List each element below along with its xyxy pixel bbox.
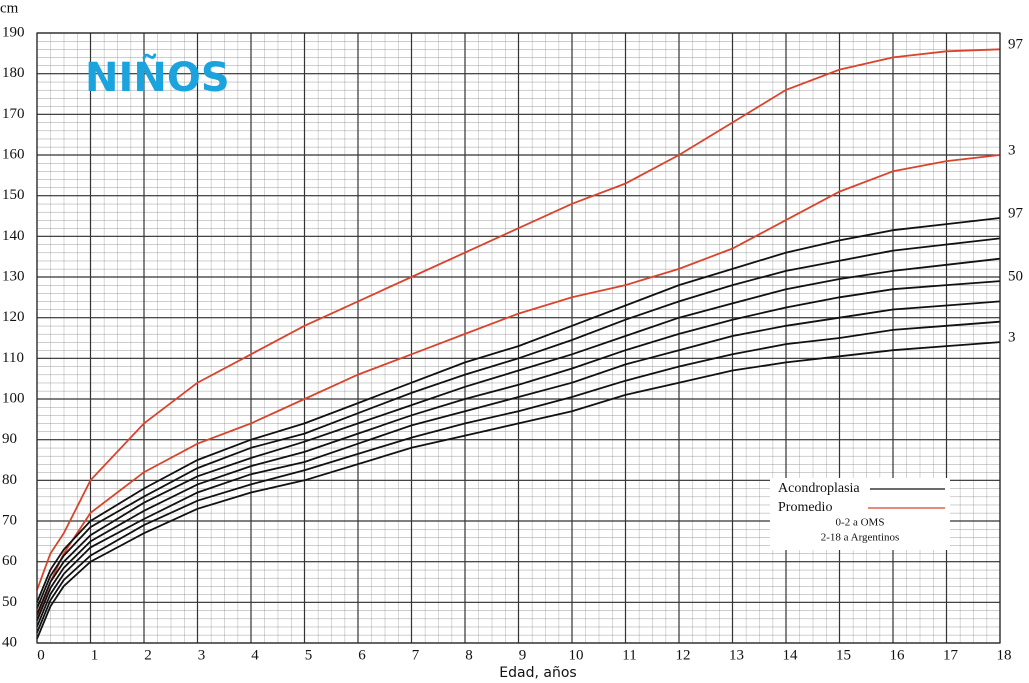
chart-title: NIÑOS — [85, 53, 230, 101]
series-end-label: 3 — [1008, 330, 1016, 346]
x-tick-label: 17 — [943, 647, 959, 663]
x-tick-label: 16 — [890, 647, 906, 663]
line — [36, 154, 1001, 619]
y-tick-label: 130 — [2, 268, 25, 284]
line — [36, 341, 1001, 640]
series-end-label: 50 — [1008, 269, 1023, 285]
y-tick-label: 190 — [2, 24, 25, 40]
y-tick-label: 110 — [2, 350, 24, 366]
x-tick-label: 13 — [729, 647, 744, 663]
x-tick-label: 4 — [251, 647, 259, 663]
x-tick-label: 15 — [836, 647, 851, 663]
line — [36, 48, 1001, 591]
x-tick-label: 6 — [358, 647, 366, 663]
y-tick-label: 150 — [2, 187, 25, 203]
y-tick-label: 140 — [2, 228, 25, 244]
x-tick-label: 2 — [144, 647, 152, 663]
line — [36, 280, 1001, 621]
legend-note: 2-18 a Argentinos — [821, 532, 900, 544]
legend-note: 0-2 a OMS — [836, 517, 885, 529]
plot-frame — [36, 32, 1001, 644]
legend-label: Promedio — [778, 500, 832, 515]
y-tick-label: 70 — [2, 512, 17, 528]
x-tick-label: 14 — [783, 647, 799, 663]
y-tick-label: 170 — [2, 106, 25, 122]
y-tick-label: 160 — [2, 146, 25, 162]
y-tick-label: 90 — [2, 431, 17, 447]
y-tick-label: 180 — [2, 65, 25, 81]
x-tick-label: 5 — [305, 647, 313, 663]
line — [36, 320, 1001, 634]
x-tick-label: 7 — [412, 647, 420, 663]
y-tick-label: 60 — [2, 553, 17, 569]
x-tick-label: 8 — [465, 647, 473, 663]
y-tick-label: 120 — [2, 309, 25, 325]
line — [36, 257, 1001, 615]
y-tick-label: 50 — [2, 594, 17, 610]
x-tick-label: 1 — [91, 647, 99, 663]
y-tick-label: 40 — [2, 634, 17, 650]
line — [36, 300, 1001, 628]
x-axis-label: Edad, años — [499, 665, 576, 681]
series-end-label: 3 — [1008, 142, 1016, 158]
legend-box — [770, 478, 950, 550]
legend-label: Acondroplasia — [778, 481, 860, 496]
x-tick-label: 12 — [676, 647, 691, 663]
x-tick-label: 18 — [997, 647, 1012, 663]
x-tick-label: 0 — [37, 647, 45, 663]
y-unit: cm — [0, 0, 19, 16]
line — [36, 237, 1001, 609]
series-end-label: 97 — [1008, 205, 1024, 221]
y-tick-label: 80 — [2, 472, 17, 488]
x-tick-label: 10 — [569, 647, 584, 663]
series-end-label: 97 — [1008, 37, 1024, 53]
x-tick-label: 3 — [198, 647, 206, 663]
x-tick-label: 11 — [622, 647, 636, 663]
x-tick-label: 9 — [519, 647, 527, 663]
y-tick-label: 100 — [2, 390, 25, 406]
line — [36, 217, 1001, 603]
